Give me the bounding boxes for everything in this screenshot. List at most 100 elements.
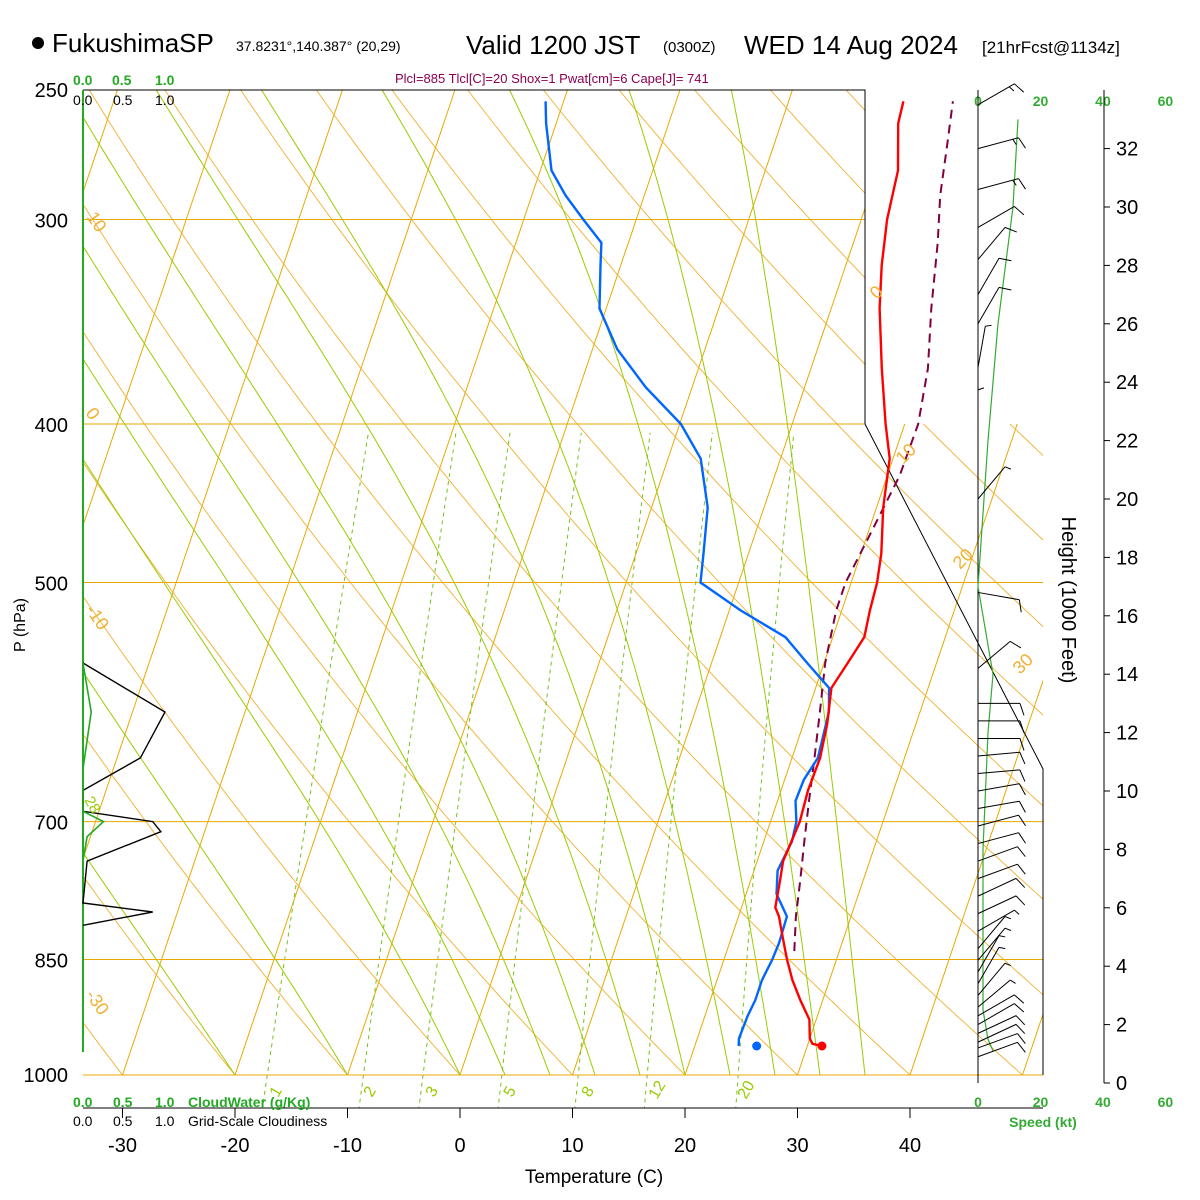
wind-barb-flag — [1014, 1003, 1025, 1013]
wind-barb-flag — [1004, 226, 1017, 233]
isotherm-line — [0, 90, 5, 1075]
wind-barb — [977, 1033, 1026, 1049]
height-tick-label: 32 — [1116, 139, 1138, 161]
moist-adiabat-line — [83, 458, 461, 1076]
x-tick-label: 40 — [899, 1135, 921, 1157]
cloudiness-scale-bottom: 1.0 — [155, 1113, 175, 1129]
dry-adiabat-line — [490, 424, 1043, 996]
height-tick-label: 30 — [1116, 197, 1138, 219]
pressure-tick-label: 300 — [35, 211, 68, 233]
dry-adiabat-label: 0 — [82, 404, 104, 424]
dry-adiabat-line — [240, 90, 492, 424]
isotherm-line — [566, 90, 681, 424]
wind-barb-staff — [977, 137, 1019, 150]
isotherm-line — [684, 424, 906, 1076]
wind-barb — [977, 466, 1012, 500]
valid-time: Valid 1200 JST — [466, 30, 641, 60]
dry-adiabat-line — [83, 461, 573, 1076]
mixing-ratio-line — [735, 432, 795, 1108]
height-tick-label: 24 — [1116, 372, 1138, 394]
height-tick-label: 16 — [1116, 606, 1138, 628]
wind-barb-flag — [1014, 994, 1025, 1004]
wind-barb — [977, 962, 1012, 996]
wind-barb-flag — [1018, 832, 1026, 844]
dry-adiabat-line — [83, 330, 145, 424]
surface-temperature-dot — [817, 1041, 827, 1051]
wind-barb-half — [1012, 139, 1017, 145]
wind-barb — [977, 946, 1006, 984]
cloudwater-scale-bottom: 1.0 — [155, 1094, 175, 1110]
moist-adiabat-label: 28 — [81, 794, 104, 817]
wind-barb-flag — [1014, 206, 1025, 216]
y-axis-title: P (hPa) — [12, 598, 29, 652]
x-tick-label: 30 — [786, 1135, 808, 1157]
wind-barb-staff — [977, 935, 1000, 973]
wind-barb-staff — [977, 591, 1020, 601]
sounding-profiles — [544, 101, 954, 1051]
dry-adiabat-label: 10 — [83, 208, 111, 236]
parcel-curve — [793, 101, 954, 952]
moist-adiabat-line — [509, 90, 639, 424]
height-tick-label: 28 — [1116, 255, 1138, 277]
speed-tick-top: 20 — [1033, 93, 1049, 109]
wind-barb — [977, 814, 1026, 827]
dry-adiabat-line — [83, 875, 236, 1076]
speed-tick-bottom: 40 — [1095, 1094, 1111, 1110]
wind-barb-flag — [1018, 783, 1026, 796]
speed-tick-top: 40 — [1095, 93, 1111, 109]
speed-axis-title: Speed (kt) — [1009, 1114, 1077, 1130]
dry-adiabat-line — [230, 424, 798, 1076]
mixing-ratio-label: 2 — [361, 1084, 380, 1100]
wind-barb — [977, 257, 1012, 295]
cloudiness-scale-top: 1.0 — [155, 92, 175, 108]
wind-barb-half — [998, 946, 1006, 950]
pressure-tick-label: 700 — [35, 813, 68, 835]
height-tick-label: 8 — [1116, 839, 1127, 861]
cloudiness-curve — [82, 662, 166, 926]
cloudwater-scale-bottom: 0.5 — [113, 1094, 133, 1110]
wind-barb — [977, 994, 1025, 1017]
wind-barb — [977, 137, 1026, 150]
moist-adiabat-line — [276, 424, 596, 1076]
surface-dewpoint-dot — [752, 1041, 762, 1051]
wind-barb — [978, 702, 1025, 716]
wind-barb-staff — [977, 979, 1011, 1008]
wind-barb — [977, 1015, 1026, 1034]
wind-barb — [977, 846, 1026, 862]
wind-barb — [977, 324, 992, 368]
height-tick-label: 10 — [1116, 781, 1138, 803]
wind-barb — [977, 927, 1012, 961]
station-coords: 37.8231°,140.387° (20,29) — [236, 38, 401, 54]
wind-barb-staff — [977, 1041, 1018, 1058]
pressure-tick-label: 850 — [35, 951, 68, 973]
wind-barb-half — [1008, 86, 1015, 92]
wind-barb-half — [998, 935, 1006, 938]
height-tick-label: 4 — [1116, 956, 1127, 978]
dry-adiabat-line — [543, 90, 838, 424]
height-tick-label: 14 — [1116, 664, 1138, 686]
wind-barb-staff — [977, 178, 1019, 190]
pressure-tick-label: 400 — [35, 415, 68, 437]
wind-barb — [977, 909, 1020, 932]
mixing-ratio-line — [358, 432, 457, 1108]
moist-adiabat-line — [155, 90, 367, 424]
moist-adiabat-line — [124, 424, 506, 1076]
dry-adiabat-line — [0, 90, 10, 1075]
frame-right — [864, 423, 1044, 1075]
station-name: FukushimaSP — [52, 28, 214, 58]
moist-adiabat-line — [83, 671, 348, 1076]
dry-adiabat-line — [316, 90, 578, 424]
wind-barb — [977, 1023, 1026, 1043]
wind-barb-half — [985, 324, 992, 327]
moist-adiabat-line — [83, 357, 126, 424]
mixing-ratio-line — [643, 432, 713, 1108]
wind-barb — [977, 1041, 1026, 1058]
wind-barb-flag — [998, 286, 1012, 291]
wind-barb-staff — [977, 769, 1020, 774]
wind-barb-staff — [977, 326, 986, 368]
cloudwater-scale-top: 0.0 — [73, 72, 93, 88]
wind-barb — [977, 877, 1026, 897]
wind-barb-staff — [977, 466, 1006, 500]
wind-barb-half — [1004, 962, 1012, 967]
